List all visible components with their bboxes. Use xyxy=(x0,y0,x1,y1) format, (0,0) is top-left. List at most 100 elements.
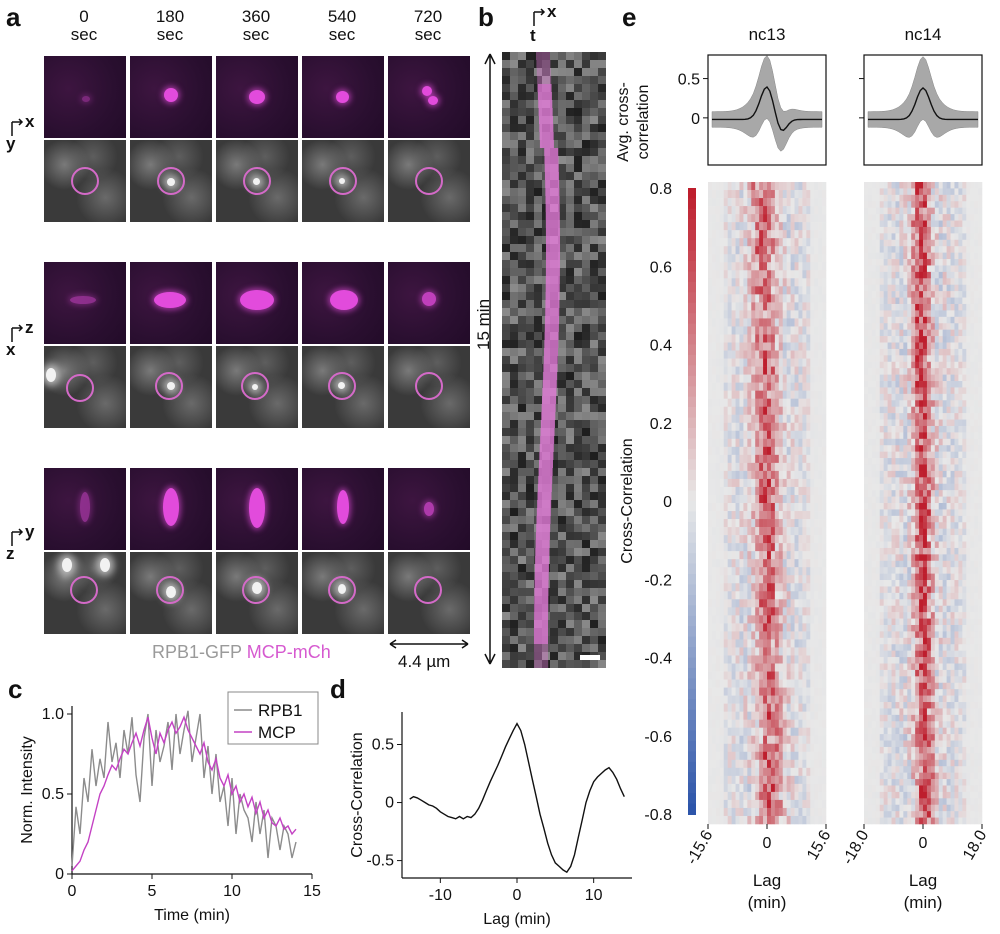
heatmap-cell xyxy=(735,567,740,576)
heatmap-cell xyxy=(739,358,744,367)
heatmap-cell xyxy=(958,220,963,228)
heatmap-cell xyxy=(786,478,791,488)
heatmap-cell xyxy=(759,262,764,271)
heatmap-cell xyxy=(954,381,959,388)
heatmap-cell xyxy=(978,182,983,189)
heatmap-cell xyxy=(755,575,760,584)
heatmap-cell xyxy=(711,759,717,769)
heatmap-cell xyxy=(867,368,873,375)
kymograph-pixel xyxy=(582,476,590,484)
kymograph-pixel xyxy=(598,380,606,388)
kymograph-pixel xyxy=(526,364,534,372)
heatmap-cell xyxy=(919,381,924,388)
heatmap-cell xyxy=(794,350,799,359)
heatmap-cell xyxy=(774,478,780,488)
heatmap-cell xyxy=(895,406,900,414)
heatmap-cell xyxy=(970,259,975,266)
heatmap-cell xyxy=(727,583,732,592)
heatmap-cell xyxy=(938,246,943,253)
heatmap-cell xyxy=(723,591,728,600)
heatmap-cell xyxy=(790,575,795,584)
kymograph-pixel xyxy=(518,300,526,308)
heatmap-cell xyxy=(782,711,787,720)
heatmap-cell xyxy=(715,182,721,191)
heatmap-cell xyxy=(934,355,940,363)
heatmap-cell xyxy=(778,358,784,367)
kymograph-pixel xyxy=(574,588,582,596)
heatmap-cell xyxy=(759,294,764,303)
avg-y-tick-label: 0.5 xyxy=(678,72,700,89)
heatmap-cell xyxy=(899,220,904,228)
kymograph-pixel xyxy=(510,292,518,300)
heatmap-cell xyxy=(864,374,869,382)
kymograph-pixel xyxy=(510,228,518,236)
avg-mean-line xyxy=(712,85,822,132)
heatmap-cell xyxy=(739,366,744,375)
kymograph-trace xyxy=(545,180,560,188)
heatmap-cell xyxy=(907,214,912,221)
heatmap-cell xyxy=(806,190,811,199)
heatmap-cell xyxy=(970,303,975,311)
kymograph-pixel xyxy=(510,556,518,564)
heatmap-cell xyxy=(747,815,752,825)
kymograph-pixel xyxy=(502,148,510,156)
heatmap-cell xyxy=(806,783,811,793)
heatmap-cell xyxy=(903,323,908,330)
kymograph-pixel xyxy=(510,460,518,468)
heatmap-cell xyxy=(786,783,791,793)
kymograph-pixel xyxy=(510,396,518,404)
heatmap-cell xyxy=(919,284,924,292)
heatmap-cell xyxy=(962,419,967,427)
heatmap-cell xyxy=(974,303,979,311)
heatmap-cell xyxy=(923,329,928,337)
heatmap-cell xyxy=(879,432,884,440)
heatmap-cell xyxy=(814,519,819,528)
heatmap-cell xyxy=(806,406,811,416)
heatmap-cell xyxy=(907,246,912,253)
heatmap-cell xyxy=(879,425,884,433)
heatmap-cell xyxy=(899,368,904,375)
heatmap-cell xyxy=(822,486,827,496)
heatmap-cell xyxy=(767,551,772,560)
heatmap-cell xyxy=(806,799,811,809)
heatmap-cell xyxy=(786,791,791,801)
heatmap-cell xyxy=(879,323,884,330)
kymograph-pixel xyxy=(518,204,526,212)
kymograph-pixel xyxy=(558,540,566,548)
heatmap-cell xyxy=(790,366,795,375)
heatmap-cell xyxy=(962,239,967,247)
heatmap-cell xyxy=(974,284,979,292)
kymograph-pixel xyxy=(582,628,590,636)
heatmap-cell xyxy=(919,310,924,318)
heatmap-cell xyxy=(911,374,916,382)
heatmap-cell xyxy=(743,775,748,785)
heatmap-cell xyxy=(810,591,815,600)
heatmap-cell xyxy=(950,348,955,356)
heatmap-cell xyxy=(786,559,791,568)
heatmap-cell xyxy=(719,406,725,416)
heatmap-cell xyxy=(887,278,892,286)
heatmap-cell xyxy=(802,198,807,207)
heatmap-cell xyxy=(954,303,959,311)
heatmap-cell xyxy=(798,767,803,777)
heatmap-cell xyxy=(778,799,784,809)
kymograph-pixel xyxy=(542,68,550,76)
heatmap-cell xyxy=(978,226,983,234)
heatmap-cell xyxy=(802,454,807,464)
kymograph-pixel xyxy=(582,308,590,316)
heatmap-cell xyxy=(903,310,908,318)
kymograph-pixel xyxy=(510,284,518,292)
kymograph-pixel xyxy=(574,644,582,652)
kymograph-pixel xyxy=(590,68,598,76)
kymograph-pixel xyxy=(566,164,574,172)
kymograph-pixel xyxy=(526,84,534,92)
heatmap-cell xyxy=(763,478,768,488)
kymograph-pixel xyxy=(566,108,574,116)
heatmap-cell xyxy=(778,575,784,584)
heatmap-cell xyxy=(759,182,764,191)
heatmap-cell xyxy=(778,486,784,496)
kymograph-pixel xyxy=(550,540,558,548)
heatmap-cell xyxy=(864,445,869,452)
heatmap-cell xyxy=(708,190,713,199)
heatmap-cell xyxy=(723,254,728,263)
